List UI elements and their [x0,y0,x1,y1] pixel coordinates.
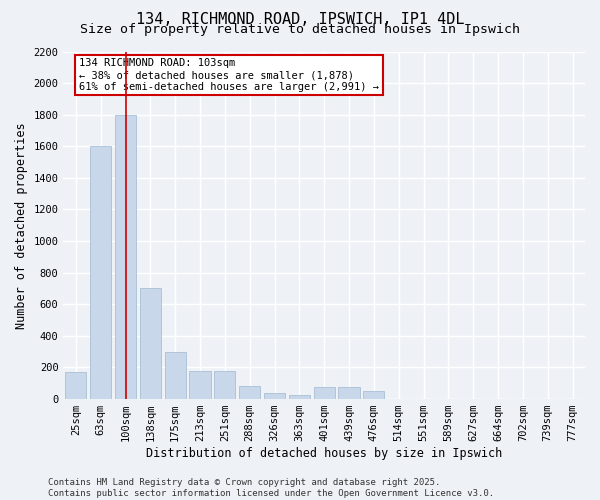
Text: Size of property relative to detached houses in Ipswich: Size of property relative to detached ho… [80,22,520,36]
Bar [65,372,86,399]
Bar [264,393,285,399]
Bar [115,114,136,399]
Text: Contains HM Land Registry data © Crown copyright and database right 2025.
Contai: Contains HM Land Registry data © Crown c… [48,478,494,498]
Bar [314,387,335,399]
Y-axis label: Number of detached properties: Number of detached properties [15,122,28,328]
Text: 134 RICHMOND ROAD: 103sqm
← 38% of detached houses are smaller (1,878)
61% of se: 134 RICHMOND ROAD: 103sqm ← 38% of detac… [79,58,379,92]
X-axis label: Distribution of detached houses by size in Ipswich: Distribution of detached houses by size … [146,447,502,460]
Bar [289,395,310,399]
Bar [239,386,260,399]
Bar [190,372,211,399]
Text: 134, RICHMOND ROAD, IPSWICH, IP1 4DL: 134, RICHMOND ROAD, IPSWICH, IP1 4DL [136,12,464,28]
Bar [338,387,359,399]
Bar [214,372,235,399]
Bar [364,391,385,399]
Bar [140,288,161,399]
Bar [164,352,186,399]
Bar [90,146,111,399]
